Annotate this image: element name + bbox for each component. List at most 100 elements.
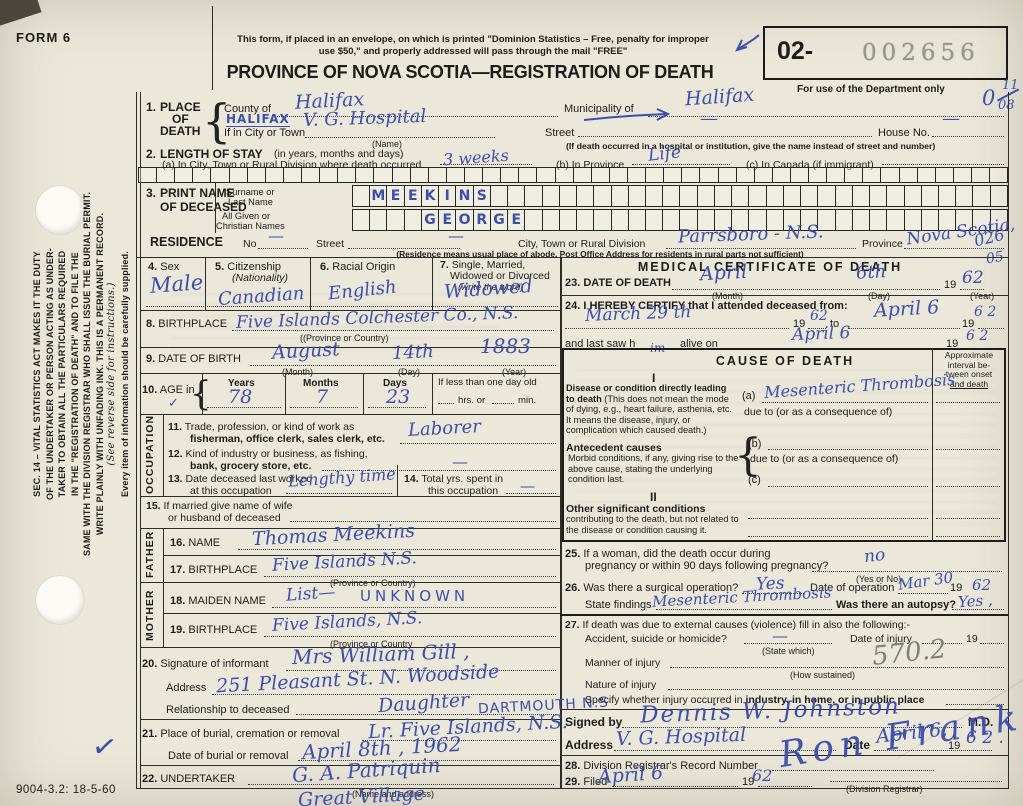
- other-conditions-text: contributing to the death, but not relat…: [566, 514, 739, 535]
- letter-box: [356, 168, 375, 182]
- attended-from-value: March 29 th: [584, 302, 692, 326]
- letter-box: [447, 168, 465, 182]
- dotted-line: [438, 403, 454, 404]
- rule: [363, 373, 364, 414]
- physician-address-value: V. G. Hospital: [615, 723, 747, 751]
- rule: [140, 310, 560, 311]
- dob-label: DATE OF BIRTH: [158, 353, 241, 365]
- letter-box: [646, 168, 665, 182]
- envelope-note-line2: use $50," and properly addressed will pa…: [318, 46, 628, 57]
- letter-box: [465, 168, 484, 182]
- pen-arrow-icon: [735, 34, 760, 52]
- q2c-label: (c) In Canada (if immigrant): [746, 159, 874, 171]
- q1-label: OF: [172, 112, 189, 126]
- letter-box: [157, 168, 176, 182]
- dotted-line: [506, 493, 556, 494]
- q16-number: 16.: [170, 537, 186, 549]
- printed-19: 19: [944, 279, 957, 291]
- letter-box: [525, 186, 543, 206]
- total-yrs-dash: —: [520, 477, 535, 495]
- letter-box: [266, 168, 284, 182]
- dotted-line: [922, 643, 962, 644]
- dod-year-value: 62: [962, 268, 984, 288]
- letter-box: [749, 186, 767, 206]
- industry-dash: —: [452, 452, 468, 471]
- dotted-line: [960, 289, 984, 290]
- bleed-through-smudge: [170, 290, 500, 350]
- father-vertical-label: FATHER: [144, 530, 156, 578]
- spouse-label2: or husband of deceased: [168, 512, 281, 524]
- letter-box: [139, 168, 158, 182]
- trade-value: Laborer: [407, 416, 482, 441]
- dotted-line: [768, 486, 928, 487]
- letter-box: S: [474, 186, 491, 206]
- father-birthplace-value: Five Islands N.S.: [271, 548, 418, 576]
- letter-box: [749, 210, 767, 230]
- letter-box: [870, 210, 888, 230]
- dotted-line: [772, 770, 934, 771]
- letter-box: [700, 168, 719, 182]
- letter-box: [863, 168, 882, 182]
- informant-address-label: Address: [166, 682, 207, 694]
- cause-b-label: (b): [748, 438, 762, 450]
- q2a-value: 3 weeks: [442, 145, 510, 170]
- dotted-line: [744, 643, 832, 644]
- letter-box: [732, 210, 750, 230]
- operation-year-value: 62: [972, 576, 992, 594]
- dotted-line: [936, 449, 1000, 450]
- coding-strip: [138, 167, 1008, 183]
- letter-box: [719, 168, 737, 182]
- letter-box: [543, 186, 560, 206]
- q29-number: 29.: [565, 776, 581, 788]
- rule: [140, 496, 560, 497]
- letter-box: [374, 168, 393, 182]
- mother-vertical-label: MOTHER: [144, 589, 156, 642]
- letter-box: [853, 210, 871, 230]
- specify-label: Specify whether injury occurred in: [585, 694, 746, 706]
- margin-code: 05: [984, 248, 1006, 268]
- industry-label2: bank, grocery store, etc.: [190, 460, 312, 472]
- rule: [140, 647, 560, 648]
- q6-number: 6.: [320, 261, 330, 273]
- letter-box: E: [405, 186, 422, 206]
- md-label: M.D.: [968, 715, 994, 729]
- q27-number: 27.: [565, 619, 580, 631]
- letter-box: [991, 186, 1007, 206]
- letter-box: E: [508, 210, 526, 230]
- scan-corner-mark: [0, 0, 42, 27]
- margin-code: 08: [998, 98, 1015, 113]
- q28-number: 28.: [565, 760, 581, 772]
- dotted-line: [656, 609, 832, 610]
- rule: [136, 257, 1009, 258]
- dotted-line: [936, 402, 1000, 403]
- hospital-name-value: V. G. Hospital: [302, 105, 427, 132]
- dotted-line: [768, 449, 928, 450]
- letter-box: [680, 210, 698, 230]
- serial-stamp: 002656: [862, 40, 980, 66]
- division-registrar-note: (Division Registrar): [846, 784, 923, 794]
- q1-label: DEATH: [160, 124, 201, 138]
- sidebar-line: IN THE "REGISTRATION OF DEATH" AND TO FI…: [69, 252, 80, 496]
- operation-date-label: Date of operation: [810, 582, 895, 594]
- sidebar-line: WRITE PLAINLY WITH UNFADING INK. THIS IS…: [94, 212, 105, 536]
- dotted-line: [362, 740, 556, 741]
- signed-by-label: Signed by: [565, 715, 623, 729]
- letter-box: G: [422, 210, 440, 230]
- autopsy-value: Yes ,: [957, 590, 994, 612]
- letter-box: [939, 186, 957, 206]
- dotted-line: [980, 643, 1004, 644]
- surname-label: Last Name: [228, 197, 273, 207]
- citizenship-label: Citizenship: [227, 261, 282, 273]
- city-caps-value: HALIFAX: [226, 112, 290, 127]
- dotted-line: [670, 667, 1004, 668]
- dotted-line: [648, 116, 1004, 117]
- year-note: (Year): [502, 367, 527, 377]
- pen-arrow-icon: [583, 108, 671, 121]
- dotted-line: [936, 486, 1000, 487]
- letter-box: [525, 210, 543, 230]
- residence-city-value: Parrsboro - N.S.: [677, 221, 824, 248]
- dotted-line: [808, 328, 826, 329]
- attended-to-value: April 6: [873, 296, 940, 322]
- q2-label: LENGTH OF STAY: [160, 147, 263, 161]
- letter-box: [594, 210, 612, 230]
